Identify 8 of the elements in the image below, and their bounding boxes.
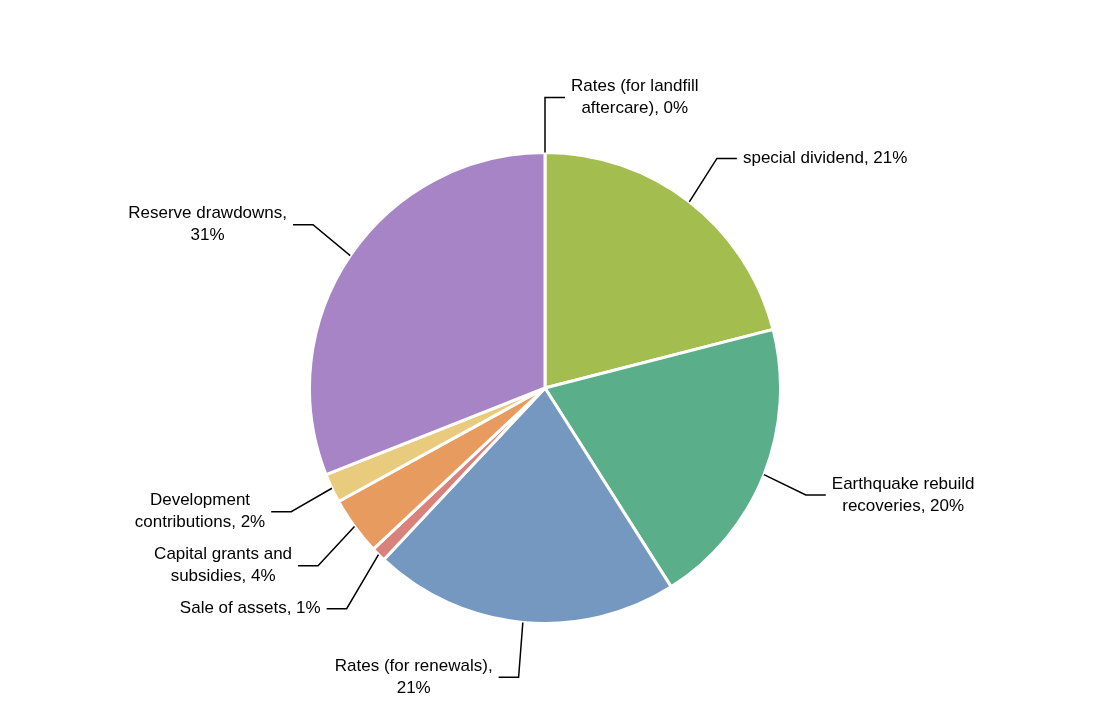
slice-label: special dividend, 21% — [742, 148, 908, 168]
slice-label: Earthquake rebuild recoveries, 20% — [831, 473, 975, 515]
slice-label: Capital grants and subsidies, 4% — [154, 544, 293, 586]
slice-label: Reserve drawdowns, 31% — [128, 203, 288, 245]
slice-label: Development contributions, 2% — [134, 490, 266, 532]
category-label: Rates (for landfill aftercare), 0% — [570, 76, 699, 118]
slice-label: Sale of assets, 1% — [179, 598, 321, 618]
slice-label: Rates (for renewals), 21% — [334, 655, 493, 697]
